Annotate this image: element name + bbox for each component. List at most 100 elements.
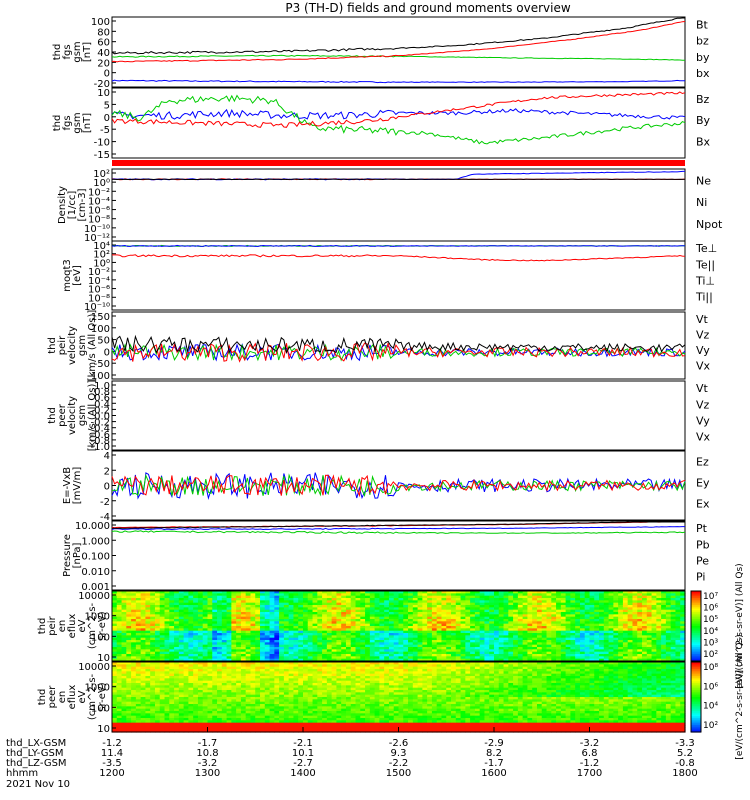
spectrogram-cell (369, 621, 376, 625)
spectrogram-cell (474, 633, 481, 636)
spectrogram-cell (379, 621, 385, 625)
spectrogram-cell (365, 628, 371, 632)
spectrogram-cell (303, 616, 309, 620)
spectrogram-cell (484, 635, 490, 639)
spectrogram-cell (226, 658, 232, 662)
spectrogram-cell (250, 593, 256, 597)
spectrogram-cell (546, 621, 552, 625)
spectrogram-cell (455, 609, 462, 613)
spectrogram-cell (279, 647, 285, 650)
spectrogram-cell (159, 626, 166, 629)
spectrogram-cell (250, 637, 256, 641)
y-tick-label: -100 (87, 371, 110, 382)
spectrogram-cell (532, 647, 538, 650)
spectrogram-cell (131, 621, 137, 625)
spectrogram-cell (551, 595, 557, 599)
spectrogram-cell (532, 621, 538, 625)
spectrogram-cell (465, 649, 471, 653)
spectrogram-cell (245, 642, 252, 646)
spectrogram-cell (112, 621, 118, 625)
spectrogram-cell (183, 647, 189, 650)
spectrogram-cell (350, 593, 357, 597)
spectrogram-cell (255, 658, 261, 662)
spectrogram-cell (551, 635, 557, 639)
spectrogram-cell (379, 647, 385, 650)
spectrogram-cell (575, 626, 581, 629)
y-axis-label: Pressure (62, 534, 73, 577)
spectrogram-cell (403, 656, 409, 660)
spectrogram-cell (436, 647, 443, 650)
spectrogram-cell (326, 591, 333, 594)
spectrogram-cell (441, 649, 447, 653)
spectrogram-cell (217, 595, 223, 599)
spectrogram-cell (374, 600, 380, 604)
spectrogram-cell (307, 614, 314, 618)
spectrogram-cell (556, 635, 562, 639)
spectrogram-cell (221, 651, 228, 655)
spectrogram-cell (369, 654, 376, 657)
spectrogram-cell (159, 637, 166, 641)
spectrogram-cell (269, 649, 275, 653)
y-tick-label: 0.0 (94, 412, 110, 423)
spectrogram-cell (536, 602, 543, 606)
spectrogram-cell (494, 644, 500, 648)
spectrogram-cell (150, 656, 156, 660)
spectrogram-cell (479, 640, 486, 643)
spectrogram-cell (341, 635, 347, 639)
spectrogram-cell (193, 609, 199, 613)
spectrogram-cell (403, 623, 409, 627)
spectrogram-cell (231, 598, 237, 601)
spectrogram-cell (169, 630, 175, 634)
spectrogram-cell (322, 607, 328, 611)
spectrogram-cell (412, 626, 419, 629)
spectrogram-cell (154, 656, 161, 660)
spectrogram-cell (556, 621, 562, 625)
spectrogram-cell (584, 595, 591, 599)
spectrogram-cell (556, 651, 562, 655)
spectrogram-cell (489, 651, 495, 655)
spectrogram-cell (288, 647, 295, 650)
spectrogram-cell (374, 651, 380, 655)
spectrogram-cell (379, 614, 385, 618)
spectrogram-cell (379, 630, 385, 634)
spectrogram-cell (283, 654, 290, 657)
spectrogram-cell (260, 623, 266, 627)
spectrogram-cell (202, 609, 209, 613)
spectrogram-cell (288, 644, 295, 648)
spectrogram-cell (551, 628, 557, 632)
spectrogram-cell (121, 644, 127, 648)
spectrogram-cell (498, 600, 505, 604)
spectrogram-cell (112, 644, 118, 648)
spectrogram-cell (145, 628, 151, 632)
spectrogram-cell (465, 626, 471, 629)
spectrogram-cell (474, 612, 481, 615)
spectrogram-cell (470, 651, 476, 655)
spectrogram-cell (116, 619, 123, 622)
spectrogram-cell (169, 626, 175, 629)
spectrogram-cell (355, 616, 361, 620)
spectrogram-cell (178, 644, 185, 648)
spectrogram-cell (408, 602, 414, 606)
spectrogram-cell (307, 591, 314, 594)
spectrogram-cell (360, 647, 366, 650)
spectrogram-cell (221, 640, 228, 643)
y-tick-label: -10 (94, 138, 110, 149)
spectrogram-cell (279, 656, 285, 660)
spectrogram-cell (255, 616, 261, 620)
legend-ti⊥: Ti⊥ (695, 274, 715, 287)
spectrogram-cell (112, 658, 118, 662)
spectrogram-cell (116, 591, 123, 594)
spectrogram-cell (508, 600, 514, 604)
spectrogram-cell (374, 598, 380, 601)
spectrogram-cell (112, 651, 118, 655)
spectrogram-cell (231, 619, 237, 622)
spectrogram-cell (312, 628, 318, 632)
spectrogram-cell (384, 633, 390, 636)
spectrogram-cell (245, 630, 252, 634)
spectrogram-cell (193, 635, 199, 639)
spectrogram-cell (546, 607, 552, 611)
spectrogram-cell (551, 605, 557, 608)
spectrogram-cell (575, 633, 581, 636)
spectrogram-cell (369, 658, 376, 662)
spectrogram-cell (293, 607, 299, 611)
